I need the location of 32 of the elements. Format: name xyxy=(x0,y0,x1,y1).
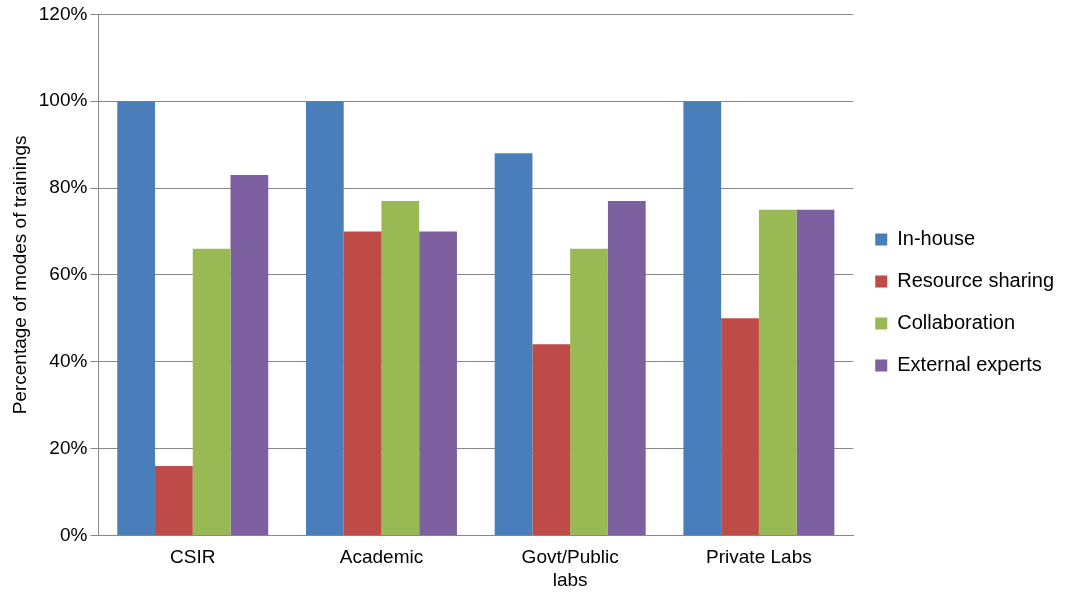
legend-label: External experts xyxy=(897,353,1042,376)
y-tick-label: 80% xyxy=(49,176,88,198)
bar xyxy=(230,175,269,535)
bar xyxy=(381,201,420,535)
y-tick-label: 60% xyxy=(49,263,88,285)
x-tick-label: Academic xyxy=(339,546,424,568)
y-tick-label: 100% xyxy=(38,89,88,111)
bar xyxy=(117,101,156,535)
bar xyxy=(494,153,533,535)
bar xyxy=(796,209,835,535)
y-tick-label: 40% xyxy=(49,349,88,371)
bar xyxy=(192,248,231,535)
x-tick-label: CSIR xyxy=(170,546,216,568)
legend-label: In-house xyxy=(897,227,976,250)
legend-label: Collaboration xyxy=(897,311,1016,334)
x-tick-label: Private Labs xyxy=(706,546,812,568)
y-axis-title: Percentage of modes of trainings xyxy=(8,135,30,415)
y-tick-label: 120% xyxy=(38,2,88,24)
x-tick-label: Govt/Public labs xyxy=(521,546,619,590)
legend-label: Resource sharing xyxy=(897,269,1054,292)
bar xyxy=(155,465,193,535)
bar xyxy=(758,209,797,535)
y-tick-label: 20% xyxy=(49,436,88,458)
bar xyxy=(419,231,457,535)
bar xyxy=(532,344,571,535)
bar xyxy=(305,101,344,535)
bar xyxy=(343,231,382,535)
bar xyxy=(721,318,759,535)
bar xyxy=(683,101,722,535)
y-tick-label: 0% xyxy=(59,523,88,545)
bar xyxy=(607,201,646,535)
bar xyxy=(570,248,608,535)
